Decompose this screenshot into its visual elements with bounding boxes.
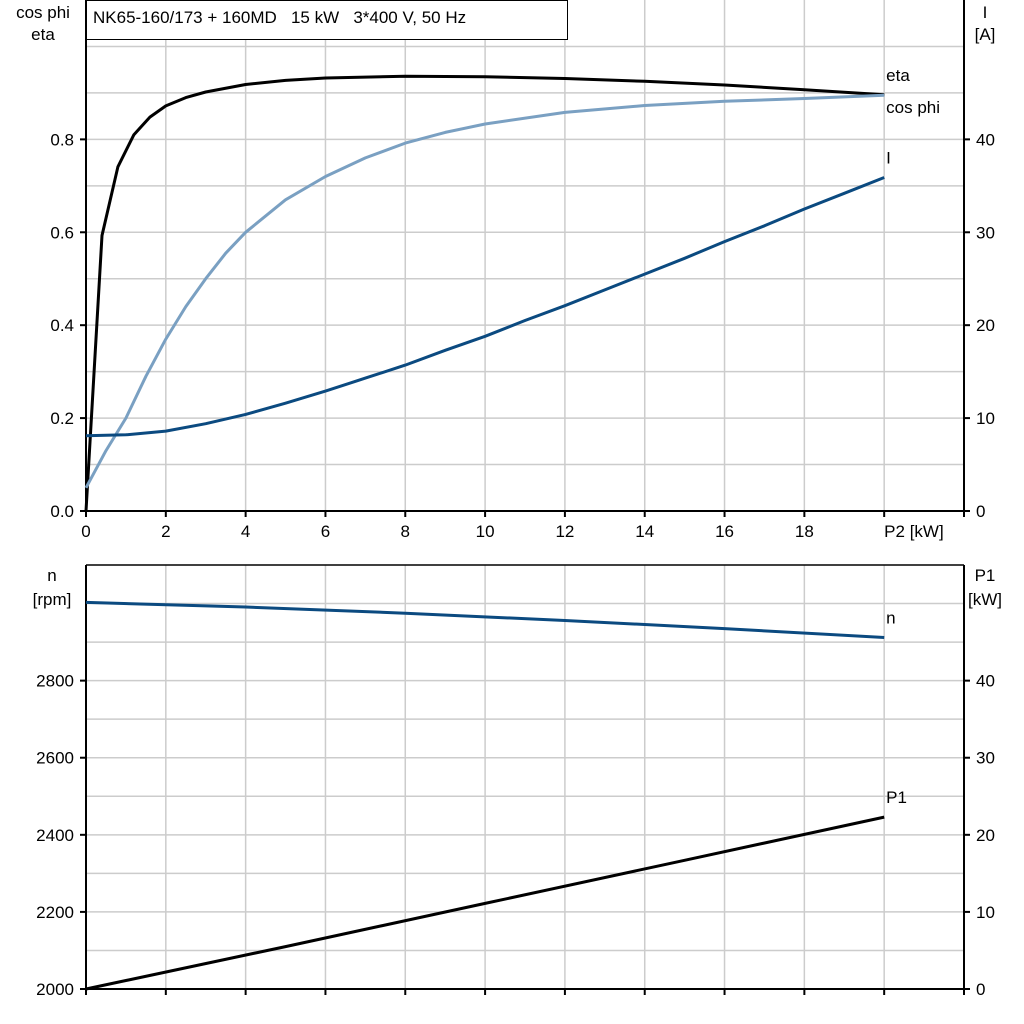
right-axis-label: [kW] [968, 590, 1002, 609]
left-tick-label: 2800 [36, 672, 74, 691]
series-line-cos-phi [84, 93, 885, 489]
series-line-n [85, 600, 885, 639]
x-tick-label: 18 [795, 522, 814, 541]
left-tick-label: 2600 [36, 749, 74, 768]
left-tick-label: 0.6 [50, 223, 74, 242]
left-tick-label: 0.4 [50, 316, 74, 335]
right-tick-label: 40 [976, 672, 995, 691]
title-box [86, 0, 568, 40]
x-tick-label: 4 [241, 522, 250, 541]
right-tick-label: 10 [976, 409, 995, 428]
series-line-P1 [85, 815, 885, 991]
series-label-cos-phi: cos phi [886, 98, 940, 117]
left-axis-label: [rpm] [33, 590, 72, 609]
x-tick-label: 14 [635, 522, 654, 541]
series-line-eta [84, 74, 885, 512]
right-tick-label: 0 [976, 502, 985, 521]
left-tick-label: 2400 [36, 826, 74, 845]
chart-title: NK65-160/173 + 160MD 15 kW 3*400 V, 50 H… [93, 8, 466, 27]
right-axis-label: I [983, 3, 988, 22]
right-tick-label: 30 [976, 749, 995, 768]
x-tick-label: 12 [555, 522, 574, 541]
right-tick-label: 20 [976, 826, 995, 845]
left-axis-label: cos phi [16, 3, 70, 22]
left-tick-label: 2200 [36, 903, 74, 922]
left-tick-label: 0.0 [50, 502, 74, 521]
series-label-I: I [886, 148, 891, 167]
x-tick-label: 6 [321, 522, 330, 541]
left-tick-label: 0.2 [50, 409, 74, 428]
x-tick-label: 16 [715, 522, 734, 541]
right-tick-label: 10 [976, 903, 995, 922]
series-label-P1: P1 [886, 788, 907, 807]
x-tick-label: 8 [401, 522, 410, 541]
right-tick-label: 20 [976, 316, 995, 335]
left-tick-label: 0.8 [50, 130, 74, 149]
x-axis-label: P2 [kW] [884, 522, 944, 541]
x-tick-label: 2 [161, 522, 170, 541]
series-label-eta: eta [886, 66, 910, 85]
left-axis-label: eta [31, 25, 55, 44]
series-label-n: n [886, 608, 895, 627]
right-tick-label: 30 [976, 223, 995, 242]
right-tick-label: 0 [976, 980, 985, 999]
x-tick-label: 0 [81, 522, 90, 541]
right-tick-label: 40 [976, 130, 995, 149]
right-axis-label: P1 [975, 566, 996, 585]
right-axis-label: [A] [975, 25, 996, 44]
left-axis-label: n [47, 566, 56, 585]
x-tick-label: 10 [476, 522, 495, 541]
left-tick-label: 2000 [36, 980, 74, 999]
series-line-I [85, 176, 885, 438]
